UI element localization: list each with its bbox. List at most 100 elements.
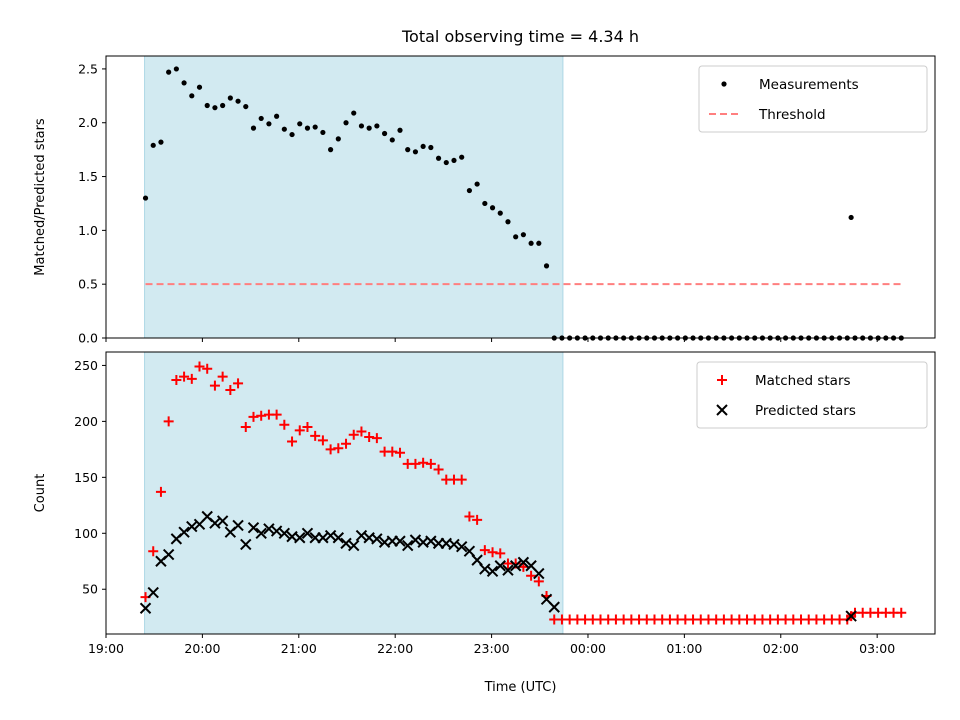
matched-point	[456, 474, 467, 485]
predicted-point	[348, 539, 360, 552]
data-point	[181, 80, 187, 86]
y-tick-label: 150	[74, 470, 98, 485]
data-point	[389, 137, 395, 143]
data-point	[848, 214, 854, 221]
legend-box	[698, 65, 928, 133]
matched-point	[209, 380, 220, 391]
data-point	[358, 123, 365, 129]
legend-label: Predicted stars	[755, 403, 856, 419]
predicted-point	[502, 564, 514, 576]
x-axis-label: Time (UTC)	[484, 680, 557, 695]
matched-point	[155, 486, 166, 497]
y-tick-label: 200	[74, 414, 98, 429]
x-tick-label: 23:00	[474, 641, 510, 656]
data-point	[412, 149, 419, 155]
y-tick-label: 250	[74, 358, 98, 373]
data-point	[335, 136, 341, 142]
observing-span	[144, 351, 564, 635]
data-point	[212, 105, 218, 111]
chart-title: Total observing time = 4.34 h	[401, 27, 639, 46]
matched-point	[425, 458, 436, 469]
matched-point	[333, 443, 344, 454]
data-point	[543, 263, 550, 269]
predicted-point	[301, 527, 314, 539]
axes-frame	[105, 351, 936, 635]
data-point	[489, 205, 496, 211]
predicted-point	[486, 565, 499, 578]
data-point	[505, 219, 511, 225]
data-point	[304, 125, 311, 131]
count-panel: 50 100 150 200 250 19:00 20:00 21:00 22:00 23:00 0…	[33, 351, 936, 656]
matched-point	[533, 576, 544, 587]
matched-point	[495, 548, 506, 559]
data-point	[235, 98, 241, 104]
y-tick-label: 1.5	[78, 169, 98, 184]
y-tick-label: 0.0	[78, 331, 98, 346]
data-point	[281, 126, 287, 132]
matched-point	[302, 421, 313, 432]
predicted-point	[371, 533, 383, 545]
data-point	[142, 195, 149, 201]
data-point	[196, 84, 203, 90]
matched-point	[341, 438, 352, 449]
y-tick-label: 0.5	[78, 277, 98, 292]
series-matched-stars	[140, 361, 907, 625]
data-point	[528, 240, 534, 246]
matched-point	[371, 433, 382, 444]
data-point	[297, 121, 303, 127]
y-tick-label: 1.0	[78, 223, 98, 238]
matched-point	[356, 426, 367, 437]
x-tick-label: 22:00	[377, 641, 413, 656]
predicted-point	[216, 515, 229, 527]
data-point	[405, 147, 411, 153]
x-tick-label: 01:00	[666, 641, 702, 656]
y-tick-label: 50	[82, 582, 98, 597]
y-tick-label: 100	[74, 526, 98, 541]
x-tick-label: 21:00	[281, 641, 317, 656]
predicted-point	[494, 560, 506, 572]
data-point	[351, 110, 357, 116]
matched-point	[464, 511, 475, 522]
data-point	[459, 154, 465, 160]
data-point	[250, 125, 257, 131]
legend-swatch	[717, 375, 727, 385]
data-point	[435, 155, 442, 161]
data-point	[420, 143, 426, 150]
count-legend: Matched stars Predicted stars	[696, 361, 928, 429]
y-axis-label: Count	[33, 474, 48, 513]
data-point	[166, 69, 172, 75]
ratio-legend: Measurements Threshold	[698, 65, 928, 133]
x-tick-label: 03:00	[859, 641, 895, 656]
matched-point	[317, 435, 328, 446]
matched-point	[194, 361, 205, 372]
matched-point	[287, 436, 298, 447]
data-point	[312, 124, 318, 130]
data-point	[343, 120, 349, 126]
data-point	[173, 66, 179, 72]
data-point	[243, 103, 249, 110]
matched-point	[217, 371, 228, 382]
predicted-point	[548, 601, 560, 613]
x-tick-label: 19:00	[88, 641, 124, 656]
legend-box	[696, 361, 928, 429]
predicted-point	[533, 567, 545, 580]
data-point	[204, 102, 210, 109]
predicted-point	[240, 538, 252, 551]
legend-label: Threshold	[758, 107, 826, 123]
predicted-point	[162, 548, 175, 561]
matched-point	[202, 363, 213, 374]
matched-point	[348, 429, 359, 440]
matched-point	[163, 416, 174, 427]
data-point	[451, 157, 457, 164]
matched-point	[256, 410, 267, 421]
matched-point	[526, 570, 537, 581]
data-point	[266, 121, 272, 127]
data-point	[381, 130, 388, 137]
matched-point	[233, 378, 244, 389]
data-point	[258, 115, 264, 122]
data-point	[428, 144, 434, 151]
matched-point	[418, 457, 429, 468]
legend-swatch	[716, 404, 728, 416]
predicted-point	[178, 526, 190, 538]
data-point	[289, 131, 295, 138]
